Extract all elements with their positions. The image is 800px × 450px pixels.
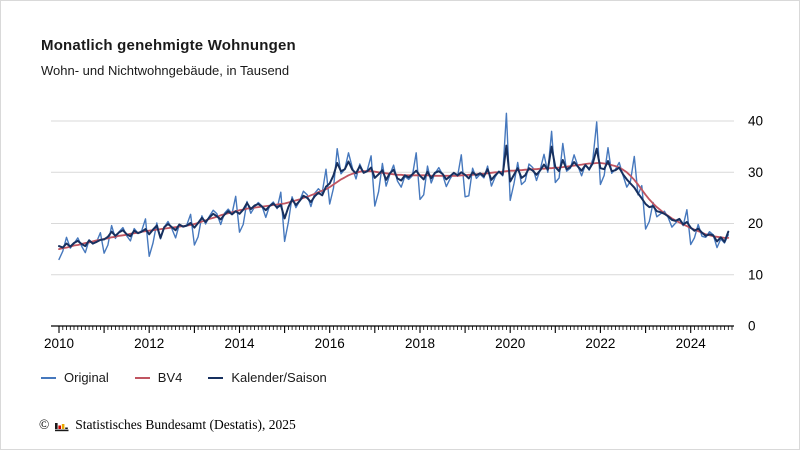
legend-label: BV4 [157,370,183,385]
destatis-logo-icon [55,423,69,432]
x-tick-label: 2018 [405,336,435,351]
logo-bar [58,425,62,429]
y-tick-label: 10 [748,267,763,282]
logo-baseline [55,429,69,432]
y-tick-label: 0 [748,319,756,334]
legend-line-swatch [208,376,224,379]
chart-canvas: 2010 2012 2014 2016 2018 2020 2022 2024 0 10 20 30 4… [44,112,763,351]
x-tick-label: 2014 [224,336,255,351]
legend-label: Original [64,370,109,385]
source-attribution: © Statistisches Bundesamt (Destatis), 20… [39,417,296,433]
logo-bar [62,424,65,429]
source-text: Statistisches Bundesamt (Destatis), 2025 [75,417,296,432]
x-tick-label: 2016 [315,336,345,351]
y-tick-label: 20 [748,216,763,231]
legend-item-bv4: BV4 [134,370,183,385]
page-title: Monatlich genehmigte Wohnungen [41,37,296,54]
series-line-kalender-saison [58,144,730,249]
x-tick-label: 2020 [495,336,525,351]
logo-bar [55,423,58,429]
page-subtitle: Wohn- und Nichtwohngebäude, in Tausend [41,63,290,78]
series-line-bv4 [58,162,730,250]
x-tick-label: 2012 [134,336,164,351]
copyright-symbol: © [39,417,50,432]
legend-item-kalender-saison: Kalender/Saison [208,370,327,385]
x-tick-label: 2010 [44,336,74,351]
x-axis-minor-ticks [62,326,733,330]
x-tick-label: 2022 [585,336,615,351]
x-tick-label: 2024 [676,336,707,351]
legend-label: Kalender/Saison [231,370,327,385]
legend-line-swatch [41,376,56,379]
chart-legend: Original BV4 Kalender/Saison [41,370,327,385]
x-axis-major-ticks [58,326,692,333]
legend-item-original: Original [41,370,109,385]
logo-bar [65,427,69,429]
y-tick-label: 30 [748,165,763,180]
y-tick-label: 40 [748,114,763,129]
legend-line-swatch [134,376,150,379]
